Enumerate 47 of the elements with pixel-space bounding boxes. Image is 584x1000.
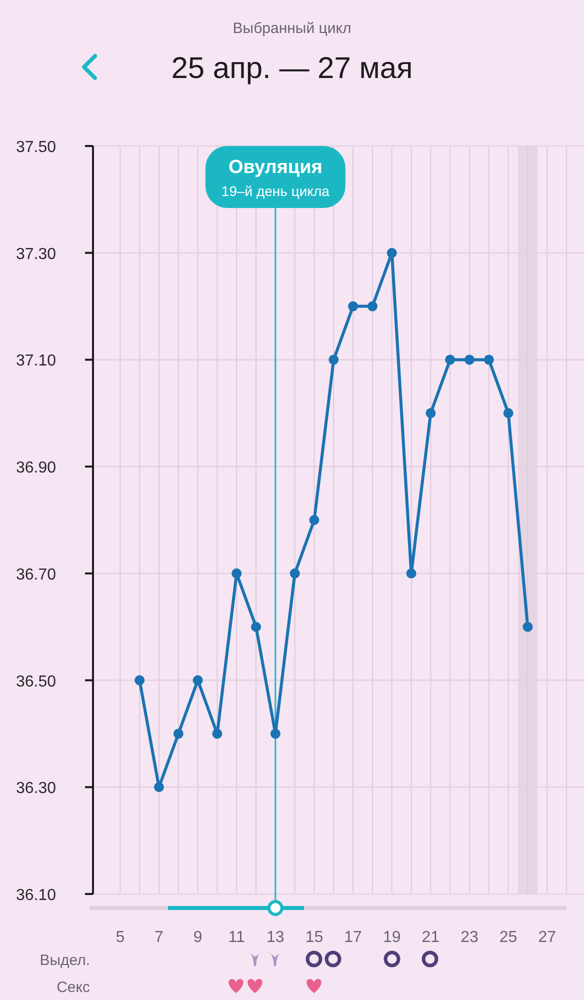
- x-tick-label: 9: [193, 929, 202, 946]
- point: [522, 622, 533, 632]
- y-tick-label: 37.30: [16, 246, 56, 263]
- x-tick-label: 17: [344, 929, 362, 946]
- point: [173, 728, 184, 739]
- point: [232, 568, 242, 578]
- y-tick-label: 37.10: [16, 352, 56, 370]
- point: [309, 515, 320, 525]
- x-tick-label: 21: [422, 929, 440, 946]
- point: [367, 301, 378, 312]
- ref-line-label: Овуляция: [228, 157, 322, 178]
- point: [426, 408, 436, 418]
- point: [212, 728, 222, 739]
- point: [134, 675, 145, 686]
- y-tick-label: 37.50: [16, 139, 56, 156]
- y-tick-label: 36.70: [16, 566, 56, 584]
- text: Секс: [56, 979, 90, 996]
- point: [290, 568, 300, 578]
- point: [270, 728, 280, 739]
- text: Выдел.: [40, 952, 90, 969]
- point: [445, 354, 456, 365]
- x-tick-label: 11: [228, 929, 246, 946]
- x-tick-label: 5: [116, 929, 125, 946]
- x-tick-label: 13: [266, 929, 284, 946]
- y-tick-label: 36.30: [16, 780, 56, 798]
- point: [503, 408, 514, 418]
- point: [406, 568, 416, 578]
- y-tick-label: 36.10: [16, 887, 56, 904]
- point: [464, 354, 474, 365]
- chart-subtitle: Выбранный цикл: [232, 20, 352, 37]
- chart-title: 25 апр. — 27 мая: [171, 52, 413, 85]
- point: [154, 782, 164, 792]
- x-tick-label: 23: [460, 929, 478, 946]
- annotation: 19–й день цикла: [221, 183, 330, 199]
- point: [192, 675, 203, 686]
- point: [348, 301, 358, 312]
- x-tick-label: 27: [538, 929, 556, 946]
- x-tick-label: 19: [382, 929, 401, 946]
- x-tick-label: 7: [154, 929, 164, 946]
- point: [484, 354, 494, 365]
- x-tick-label: 15: [305, 929, 324, 946]
- point: [328, 354, 339, 365]
- y-tick-label: 36.90: [16, 460, 56, 477]
- y-tick-label: 36.50: [16, 673, 56, 690]
- point: [386, 248, 397, 258]
- x-tick-label: 25: [499, 929, 518, 946]
- point: [251, 622, 262, 632]
